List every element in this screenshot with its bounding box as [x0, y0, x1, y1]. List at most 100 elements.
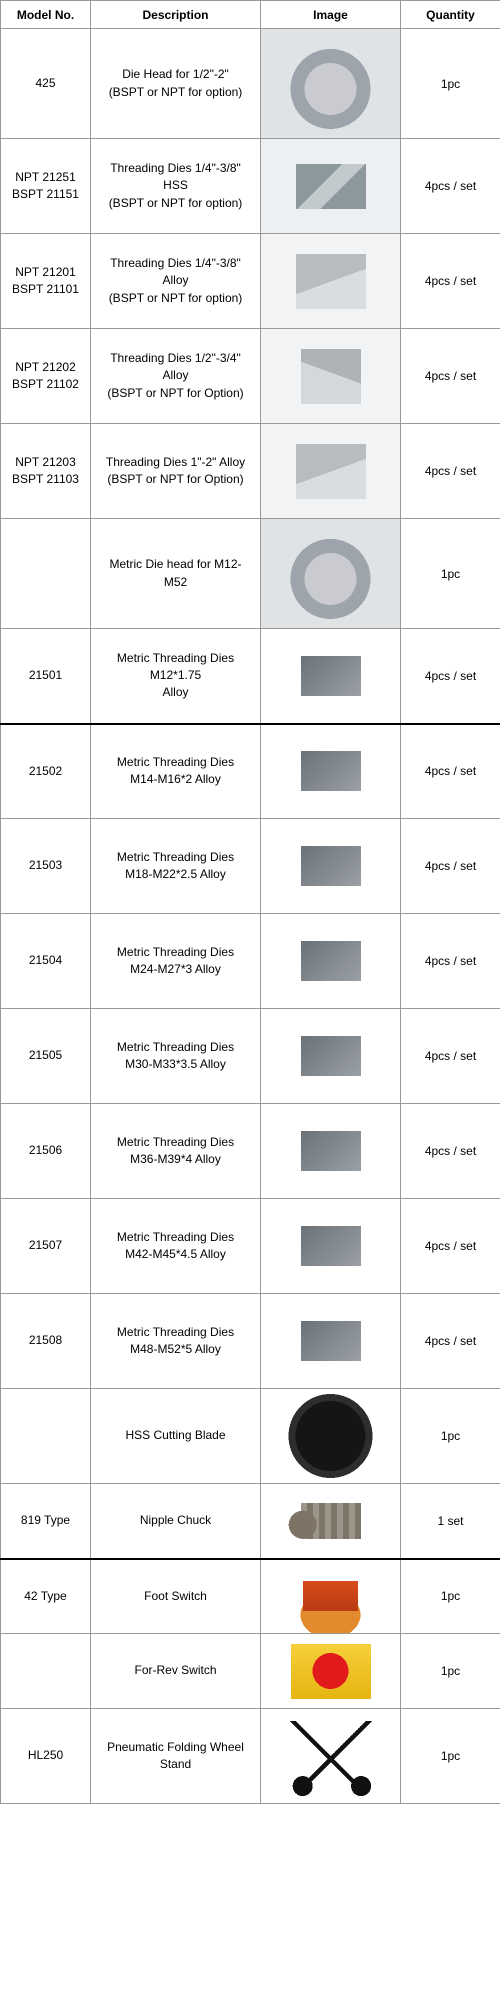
cell-quantity: 1pc	[401, 1634, 500, 1709]
table-row: NPT 21202BSPT 21102Threading Dies 1/2"-3…	[1, 329, 500, 424]
table-row: 21502Metric Threading DiesM14-M16*2 Allo…	[1, 724, 500, 819]
table-row: 819 TypeNipple Chuck 1 set	[1, 1484, 500, 1559]
table-row: 42 TypeFoot Switch 1pc	[1, 1559, 500, 1634]
cell-description: Metric Threading DiesM42-M45*4.5 Alloy	[91, 1199, 261, 1294]
table-row: 21508Metric Threading DiesM48-M52*5 Allo…	[1, 1294, 500, 1389]
col-quantity: Quantity	[401, 1, 500, 29]
cell-model: 425	[1, 29, 91, 139]
cell-quantity: 4pcs / set	[401, 629, 500, 724]
cell-model	[1, 1389, 91, 1484]
cell-image	[261, 139, 401, 234]
cell-image	[261, 29, 401, 139]
cell-image	[261, 1389, 401, 1484]
cell-image	[261, 629, 401, 724]
cell-model	[1, 519, 91, 629]
table-row: HSS Cutting Blade 1pc	[1, 1389, 500, 1484]
cell-image	[261, 1559, 401, 1634]
cell-image	[261, 1294, 401, 1389]
cell-quantity: 1pc	[401, 1709, 500, 1804]
table-row: 21507Metric Threading DiesM42-M45*4.5 Al…	[1, 1199, 500, 1294]
cell-quantity: 4pcs / set	[401, 139, 500, 234]
cell-description: Metric Threading DiesM48-M52*5 Alloy	[91, 1294, 261, 1389]
table-row: NPT 21201BSPT 21101Threading Dies 1/4"-3…	[1, 234, 500, 329]
cell-model: 21504	[1, 914, 91, 1009]
cell-quantity: 4pcs / set	[401, 1009, 500, 1104]
cell-description: Metric Threading DiesM24-M27*3 Alloy	[91, 914, 261, 1009]
cell-description: Metric Die head for M12-M52	[91, 519, 261, 629]
cell-description: HSS Cutting Blade	[91, 1389, 261, 1484]
table-row: 21501Metric Threading Dies M12*1.75Alloy…	[1, 629, 500, 724]
cell-model: 21507	[1, 1199, 91, 1294]
cell-description: Nipple Chuck	[91, 1484, 261, 1559]
cell-model	[1, 1634, 91, 1709]
table-row: 21503Metric Threading DiesM18-M22*2.5 Al…	[1, 819, 500, 914]
col-image: Image	[261, 1, 401, 29]
cell-model: 21508	[1, 1294, 91, 1389]
cell-description: For-Rev Switch	[91, 1634, 261, 1709]
table-row: NPT 21251BSPT 21151Threading Dies 1/4"-3…	[1, 139, 500, 234]
cell-description: Threading Dies 1/4"-3/8" HSS(BSPT or NPT…	[91, 139, 261, 234]
cell-description: Threading Dies 1"-2" Alloy(BSPT or NPT f…	[91, 424, 261, 519]
cell-image	[261, 1104, 401, 1199]
cell-quantity: 4pcs / set	[401, 914, 500, 1009]
table-row: 21504Metric Threading DiesM24-M27*3 Allo…	[1, 914, 500, 1009]
cell-model: 21505	[1, 1009, 91, 1104]
cell-image	[261, 724, 401, 819]
cell-image	[261, 519, 401, 629]
table-row: 21506Metric Threading DiesM36-M39*4 Allo…	[1, 1104, 500, 1199]
table-header-row: Model No. Description Image Quantity	[1, 1, 500, 29]
cell-quantity: 1pc	[401, 1559, 500, 1634]
cell-quantity: 1pc	[401, 29, 500, 139]
cell-quantity: 4pcs / set	[401, 424, 500, 519]
cell-model: 42 Type	[1, 1559, 91, 1634]
cell-model: 21502	[1, 724, 91, 819]
cell-model: NPT 21251BSPT 21151	[1, 139, 91, 234]
cell-quantity: 4pcs / set	[401, 234, 500, 329]
cell-quantity: 1 set	[401, 1484, 500, 1559]
cell-description: Metric Threading DiesM18-M22*2.5 Alloy	[91, 819, 261, 914]
cell-quantity: 4pcs / set	[401, 819, 500, 914]
cell-image	[261, 819, 401, 914]
table-row: Metric Die head for M12-M52 1pc	[1, 519, 500, 629]
cell-model: NPT 21203BSPT 21103	[1, 424, 91, 519]
cell-description: Metric Threading DiesM30-M33*3.5 Alloy	[91, 1009, 261, 1104]
cell-model: 819 Type	[1, 1484, 91, 1559]
cell-image	[261, 1709, 401, 1804]
cell-image	[261, 329, 401, 424]
cell-description: Foot Switch	[91, 1559, 261, 1634]
cell-model: HL250	[1, 1709, 91, 1804]
cell-image	[261, 1199, 401, 1294]
cell-image	[261, 234, 401, 329]
cell-model: 21506	[1, 1104, 91, 1199]
cell-quantity: 4pcs / set	[401, 1199, 500, 1294]
cell-quantity: 1pc	[401, 519, 500, 629]
cell-image	[261, 1484, 401, 1559]
table-row: 425Die Head for 1/2"-2"(BSPT or NPT for …	[1, 29, 500, 139]
cell-description: Metric Threading Dies M12*1.75Alloy	[91, 629, 261, 724]
cell-image	[261, 914, 401, 1009]
table-row: HL250Pneumatic Folding WheelStand 1pc	[1, 1709, 500, 1804]
cell-description: Threading Dies 1/2"-3/4" Alloy(BSPT or N…	[91, 329, 261, 424]
cell-description: Metric Threading DiesM36-M39*4 Alloy	[91, 1104, 261, 1199]
parts-table: Model No. Description Image Quantity 425…	[0, 0, 500, 1804]
cell-quantity: 4pcs / set	[401, 1104, 500, 1199]
cell-model: 21503	[1, 819, 91, 914]
cell-image	[261, 1009, 401, 1104]
cell-image	[261, 1634, 401, 1709]
cell-quantity: 4pcs / set	[401, 724, 500, 819]
cell-quantity: 4pcs / set	[401, 329, 500, 424]
cell-quantity: 1pc	[401, 1389, 500, 1484]
cell-model: 21501	[1, 629, 91, 724]
table-row: 21505Metric Threading DiesM30-M33*3.5 Al…	[1, 1009, 500, 1104]
cell-model: NPT 21201BSPT 21101	[1, 234, 91, 329]
table-row: For-Rev Switch 1pc	[1, 1634, 500, 1709]
col-model: Model No.	[1, 1, 91, 29]
table-row: NPT 21203BSPT 21103Threading Dies 1"-2" …	[1, 424, 500, 519]
cell-quantity: 4pcs / set	[401, 1294, 500, 1389]
cell-description: Threading Dies 1/4"-3/8" Alloy(BSPT or N…	[91, 234, 261, 329]
cell-image	[261, 424, 401, 519]
cell-model: NPT 21202BSPT 21102	[1, 329, 91, 424]
cell-description: Pneumatic Folding WheelStand	[91, 1709, 261, 1804]
cell-description: Metric Threading DiesM14-M16*2 Alloy	[91, 724, 261, 819]
col-description: Description	[91, 1, 261, 29]
